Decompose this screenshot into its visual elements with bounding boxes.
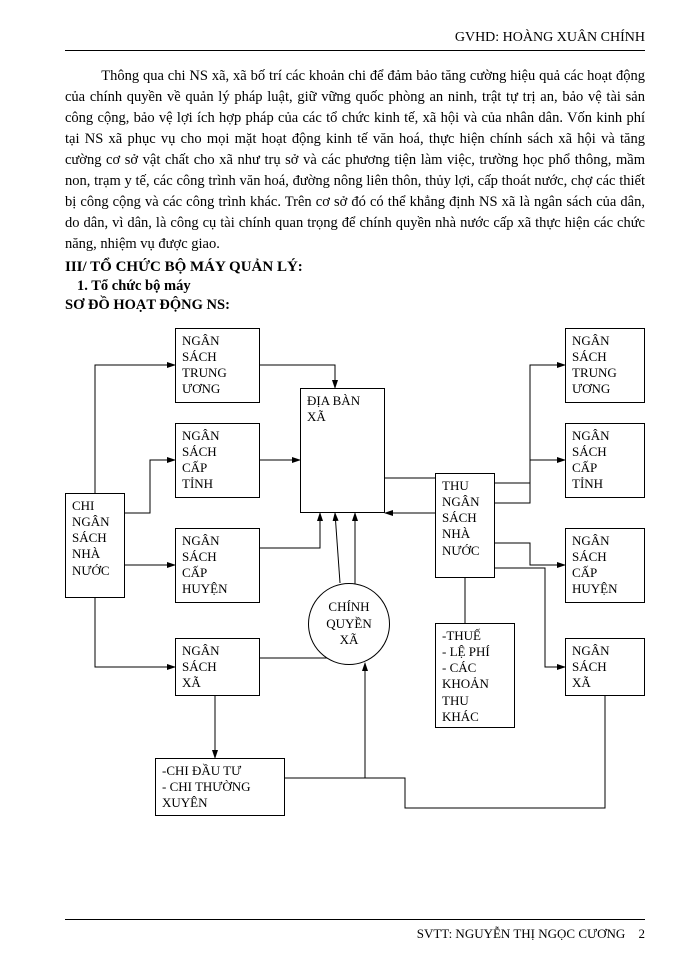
node-ns_tinh_l: NGÂNSÁCHCẤPTỈNH xyxy=(175,423,260,498)
node-diaban: ĐỊA BÀNXÃ xyxy=(300,388,385,513)
footer-svtt: SVTT: NGUYỄN THỊ NGỌC CƯƠNG xyxy=(417,926,626,941)
divider-bottom xyxy=(65,919,645,920)
node-ns_xa_l: NGÂNSÁCHXÃ xyxy=(175,638,260,696)
page-number: 2 xyxy=(639,926,646,941)
footer: SVTT: NGUYỄN THỊ NGỌC CƯƠNG 2 xyxy=(417,926,645,942)
diagram-title: SƠ ĐỒ HOẠT ĐỘNG NS: xyxy=(65,297,645,314)
section-heading: III/ TỔ CHỨC BỘ MÁY QUẢN LÝ: xyxy=(65,259,645,276)
node-ns_huyen_l: NGÂNSÁCHCẤPHUYỆN xyxy=(175,528,260,603)
node-thu_nsnn: THUNGÂNSÁCHNHÀNƯỚC xyxy=(435,473,495,578)
node-ns_tw_l: NGÂNSÁCHTRUNGƯƠNG xyxy=(175,328,260,403)
node-ns_xa_r: NGÂNSÁCHXÃ xyxy=(565,638,645,696)
node-ns_huyen_r: NGÂNSÁCHCẤPHUYỆN xyxy=(565,528,645,603)
sub-heading: 1. Tổ chức bộ máy xyxy=(77,278,645,295)
node-ns_tw_r: NGÂNSÁCHTRUNGƯƠNG xyxy=(565,328,645,403)
flowchart: CHINGÂNSÁCHNHÀNƯỚC NGÂNSÁCHTRUNGƯƠNG NGÂNS… xyxy=(65,318,655,838)
node-ns_tinh_r: NGÂNSÁCHCẤPTỈNH xyxy=(565,423,645,498)
node-chi_nsnn: CHINGÂNSÁCHNHÀNƯỚC xyxy=(65,493,125,598)
header-gvhd: GVHD: HOÀNG XUÂN CHÍNH xyxy=(65,30,645,46)
node-chi_dt: -CHI ĐẦU TƯ- CHI THƯỜNGXUYÊN xyxy=(155,758,285,816)
divider-top xyxy=(65,50,645,51)
node-thue: -THUẾ- LỆ PHÍ- CÁCKHOẢNTHUKHÁC xyxy=(435,623,515,728)
main-paragraph: Thông qua chi NS xã, xã bố trí các khoản… xyxy=(65,66,645,255)
node-cq_xa: CHÍNHQUYỀNXÃ xyxy=(308,583,390,665)
